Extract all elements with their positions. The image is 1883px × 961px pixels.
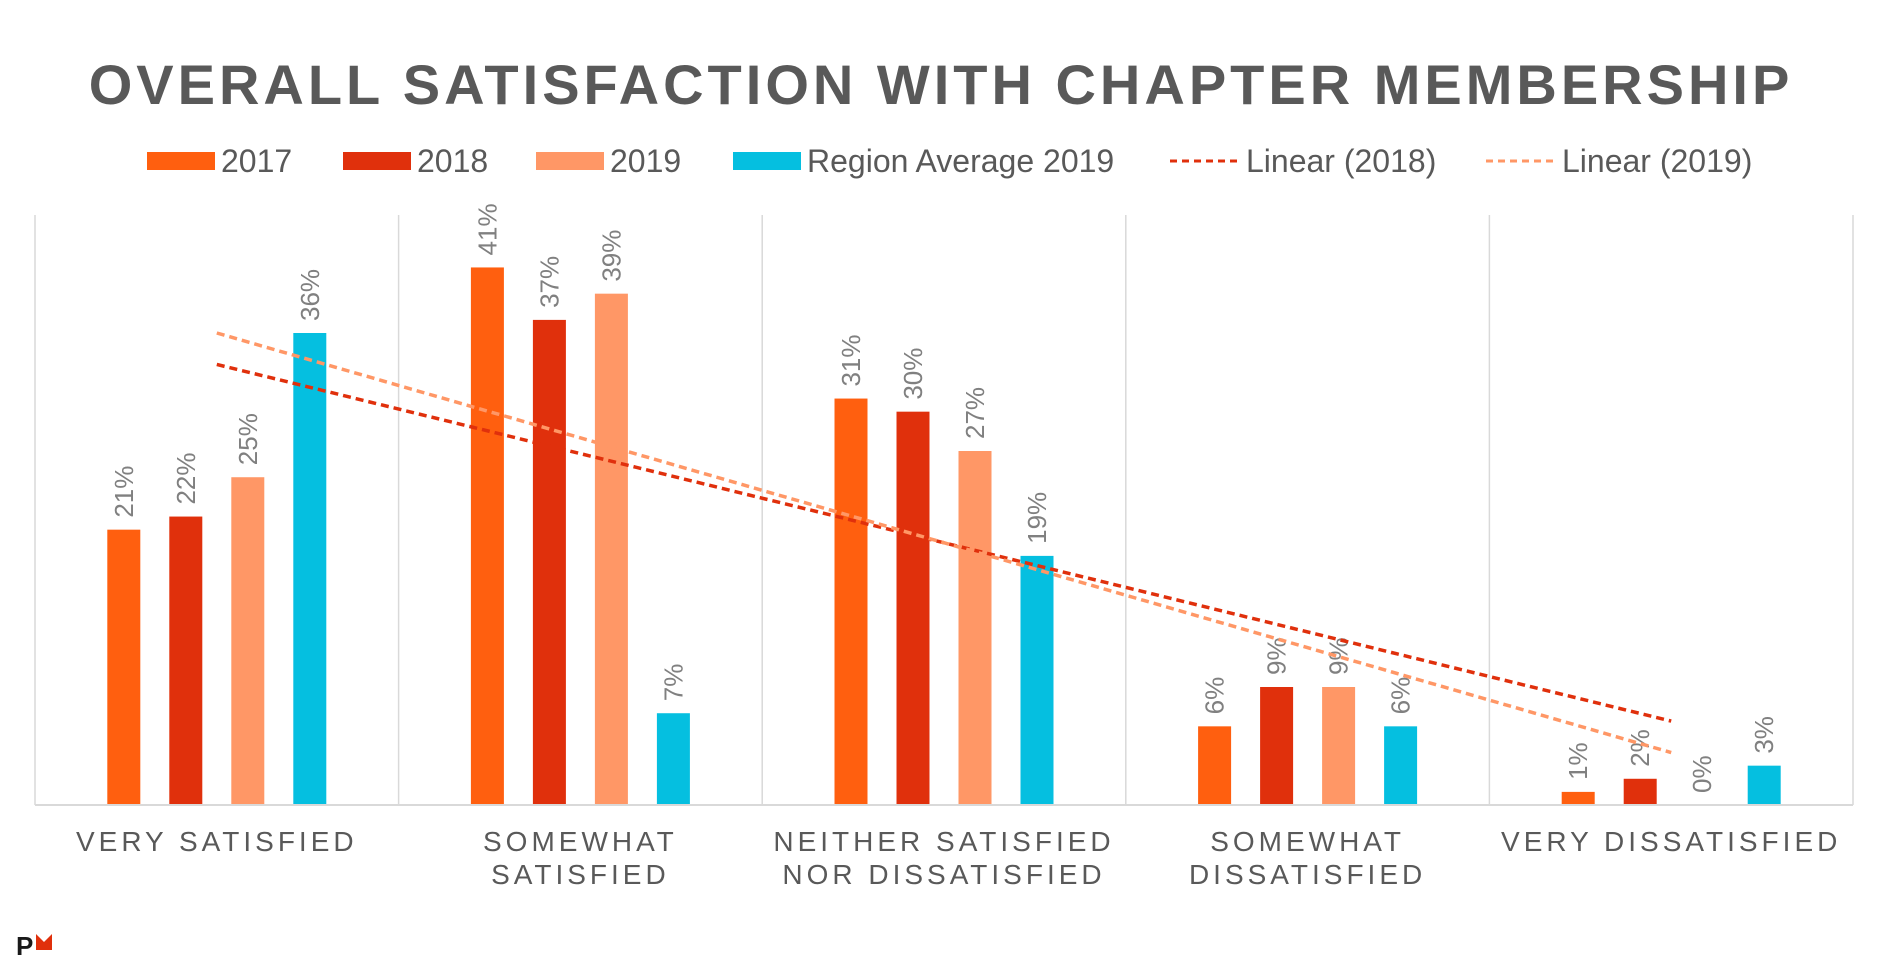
category-label-2-0: NEITHER SATISFIED — [773, 826, 1114, 857]
legend-label-series-1: 2018 — [417, 143, 488, 179]
value-label-s0-c3: 6% — [1200, 677, 1230, 715]
legend-label-series-3: Region Average 2019 — [807, 143, 1114, 179]
value-label-s3-c2: 19% — [1022, 492, 1052, 544]
bar-s0-c1 — [470, 267, 504, 805]
bar-s0-c0 — [107, 529, 141, 805]
chart-title: OVERALL SATISFACTION WITH CHAPTER MEMBER… — [89, 53, 1794, 116]
category-label-3-0: SOMEWHAT — [1210, 826, 1405, 857]
legend-swatch-series-2 — [536, 152, 604, 170]
bar-s3-c3 — [1384, 726, 1418, 805]
bar-s0-c3 — [1198, 726, 1232, 805]
category-label-0-0: VERY SATISFIED — [76, 826, 358, 857]
category-label-2-1: NOR DISSATISFIED — [782, 859, 1105, 890]
bar-s1-c3 — [1260, 687, 1294, 805]
legend-item-series-3: Region Average 2019 — [733, 143, 1114, 179]
legend-label-series-0: 2017 — [221, 143, 292, 179]
bar-s1-c2 — [896, 411, 930, 805]
legend-item-series-1: 2018 — [343, 143, 488, 179]
value-label-s1-c1: 37% — [534, 256, 564, 308]
category-label-4-0: VERY DISSATISFIED — [1501, 826, 1841, 857]
value-label-s2-c3: 9% — [1324, 637, 1354, 675]
category-label-1-1: SATISFIED — [491, 859, 670, 890]
value-label-s0-c4: 1% — [1563, 742, 1593, 780]
value-label-s1-c0: 22% — [171, 453, 201, 505]
bar-s2-c1 — [594, 293, 628, 805]
value-labels: 21% 41% 31% 6% 1% 22% 37% 30% 9% 2% 25% 39% 27% 9% 0% 3… — [109, 203, 1779, 793]
trendline-1 — [216, 331, 1672, 755]
bar-s0-c2 — [834, 398, 868, 805]
pmi-logo-letter: P — [16, 931, 33, 956]
bar-s3-c2 — [1020, 555, 1054, 805]
value-label-s3-c3: 6% — [1386, 677, 1416, 715]
legend-item-series-0: 2017 — [147, 143, 292, 179]
bar-s0-c4 — [1561, 791, 1595, 805]
value-label-s2-c4: 0% — [1687, 755, 1717, 793]
value-label-s1-c4: 2% — [1625, 729, 1655, 767]
value-label-s3-c0: 36% — [295, 269, 325, 321]
legend-label-trend-0: Linear (2018) — [1246, 143, 1436, 179]
value-label-s0-c0: 21% — [109, 466, 139, 518]
bar-s2-c3 — [1322, 687, 1356, 805]
value-label-s1-c2: 30% — [898, 348, 928, 400]
legend-label-trend-1: Linear (2019) — [1562, 143, 1752, 179]
value-label-s0-c2: 31% — [836, 335, 866, 387]
trendlines — [216, 331, 1672, 755]
bar-s2-c0 — [231, 477, 265, 805]
gridlines — [34, 215, 1854, 805]
bar-s2-c2 — [958, 451, 992, 805]
legend: 2017 2018 2019 Region Average 2019 Linear (2… — [147, 143, 1752, 179]
legend-swatch-series-3 — [733, 152, 801, 170]
legend-item-trend-1: Linear (2019) — [1486, 143, 1752, 179]
legend-swatch-series-1 — [343, 152, 411, 170]
value-label-s0-c1: 41% — [472, 203, 502, 255]
bar-s1-c1 — [532, 319, 566, 805]
bars — [107, 267, 1781, 805]
value-label-s2-c1: 39% — [596, 230, 626, 282]
bar-s1-c0 — [169, 516, 203, 805]
category-label-3-1: DISSATISFIED — [1189, 859, 1426, 890]
bar-s1-c4 — [1623, 778, 1657, 805]
bar-s3-c0 — [293, 333, 327, 805]
category-label-1-0: SOMEWHAT — [483, 826, 678, 857]
legend-item-series-2: 2019 — [536, 143, 681, 179]
pmi-logo-mark — [36, 934, 52, 950]
legend-label-series-2: 2019 — [610, 143, 681, 179]
value-label-s3-c4: 3% — [1749, 716, 1779, 754]
legend-swatch-series-0 — [147, 152, 215, 170]
bar-s3-c4 — [1747, 765, 1781, 805]
pmi-logo-icon: P — [16, 931, 52, 961]
value-label-s1-c3: 9% — [1262, 637, 1292, 675]
bar-s3-c1 — [656, 713, 690, 805]
value-label-s2-c0: 25% — [233, 413, 263, 465]
value-label-s2-c2: 27% — [960, 387, 990, 439]
legend-item-trend-0: Linear (2018) — [1170, 143, 1436, 179]
value-label-s3-c1: 7% — [658, 664, 688, 702]
